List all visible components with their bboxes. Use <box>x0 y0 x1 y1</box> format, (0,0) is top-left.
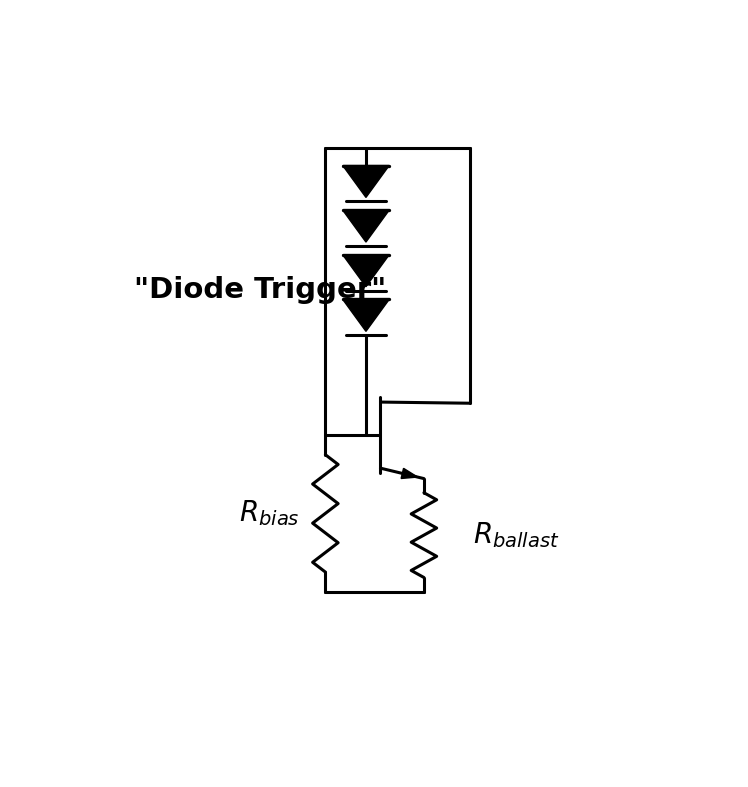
Polygon shape <box>401 468 417 478</box>
Polygon shape <box>343 255 389 286</box>
Polygon shape <box>343 210 389 242</box>
Polygon shape <box>343 165 389 198</box>
Text: $R_{bias}$: $R_{bias}$ <box>239 498 299 528</box>
Polygon shape <box>343 300 389 331</box>
Text: $R_{ballast}$: $R_{ballast}$ <box>473 520 560 550</box>
Text: "Diode Trigger": "Diode Trigger" <box>134 276 386 305</box>
